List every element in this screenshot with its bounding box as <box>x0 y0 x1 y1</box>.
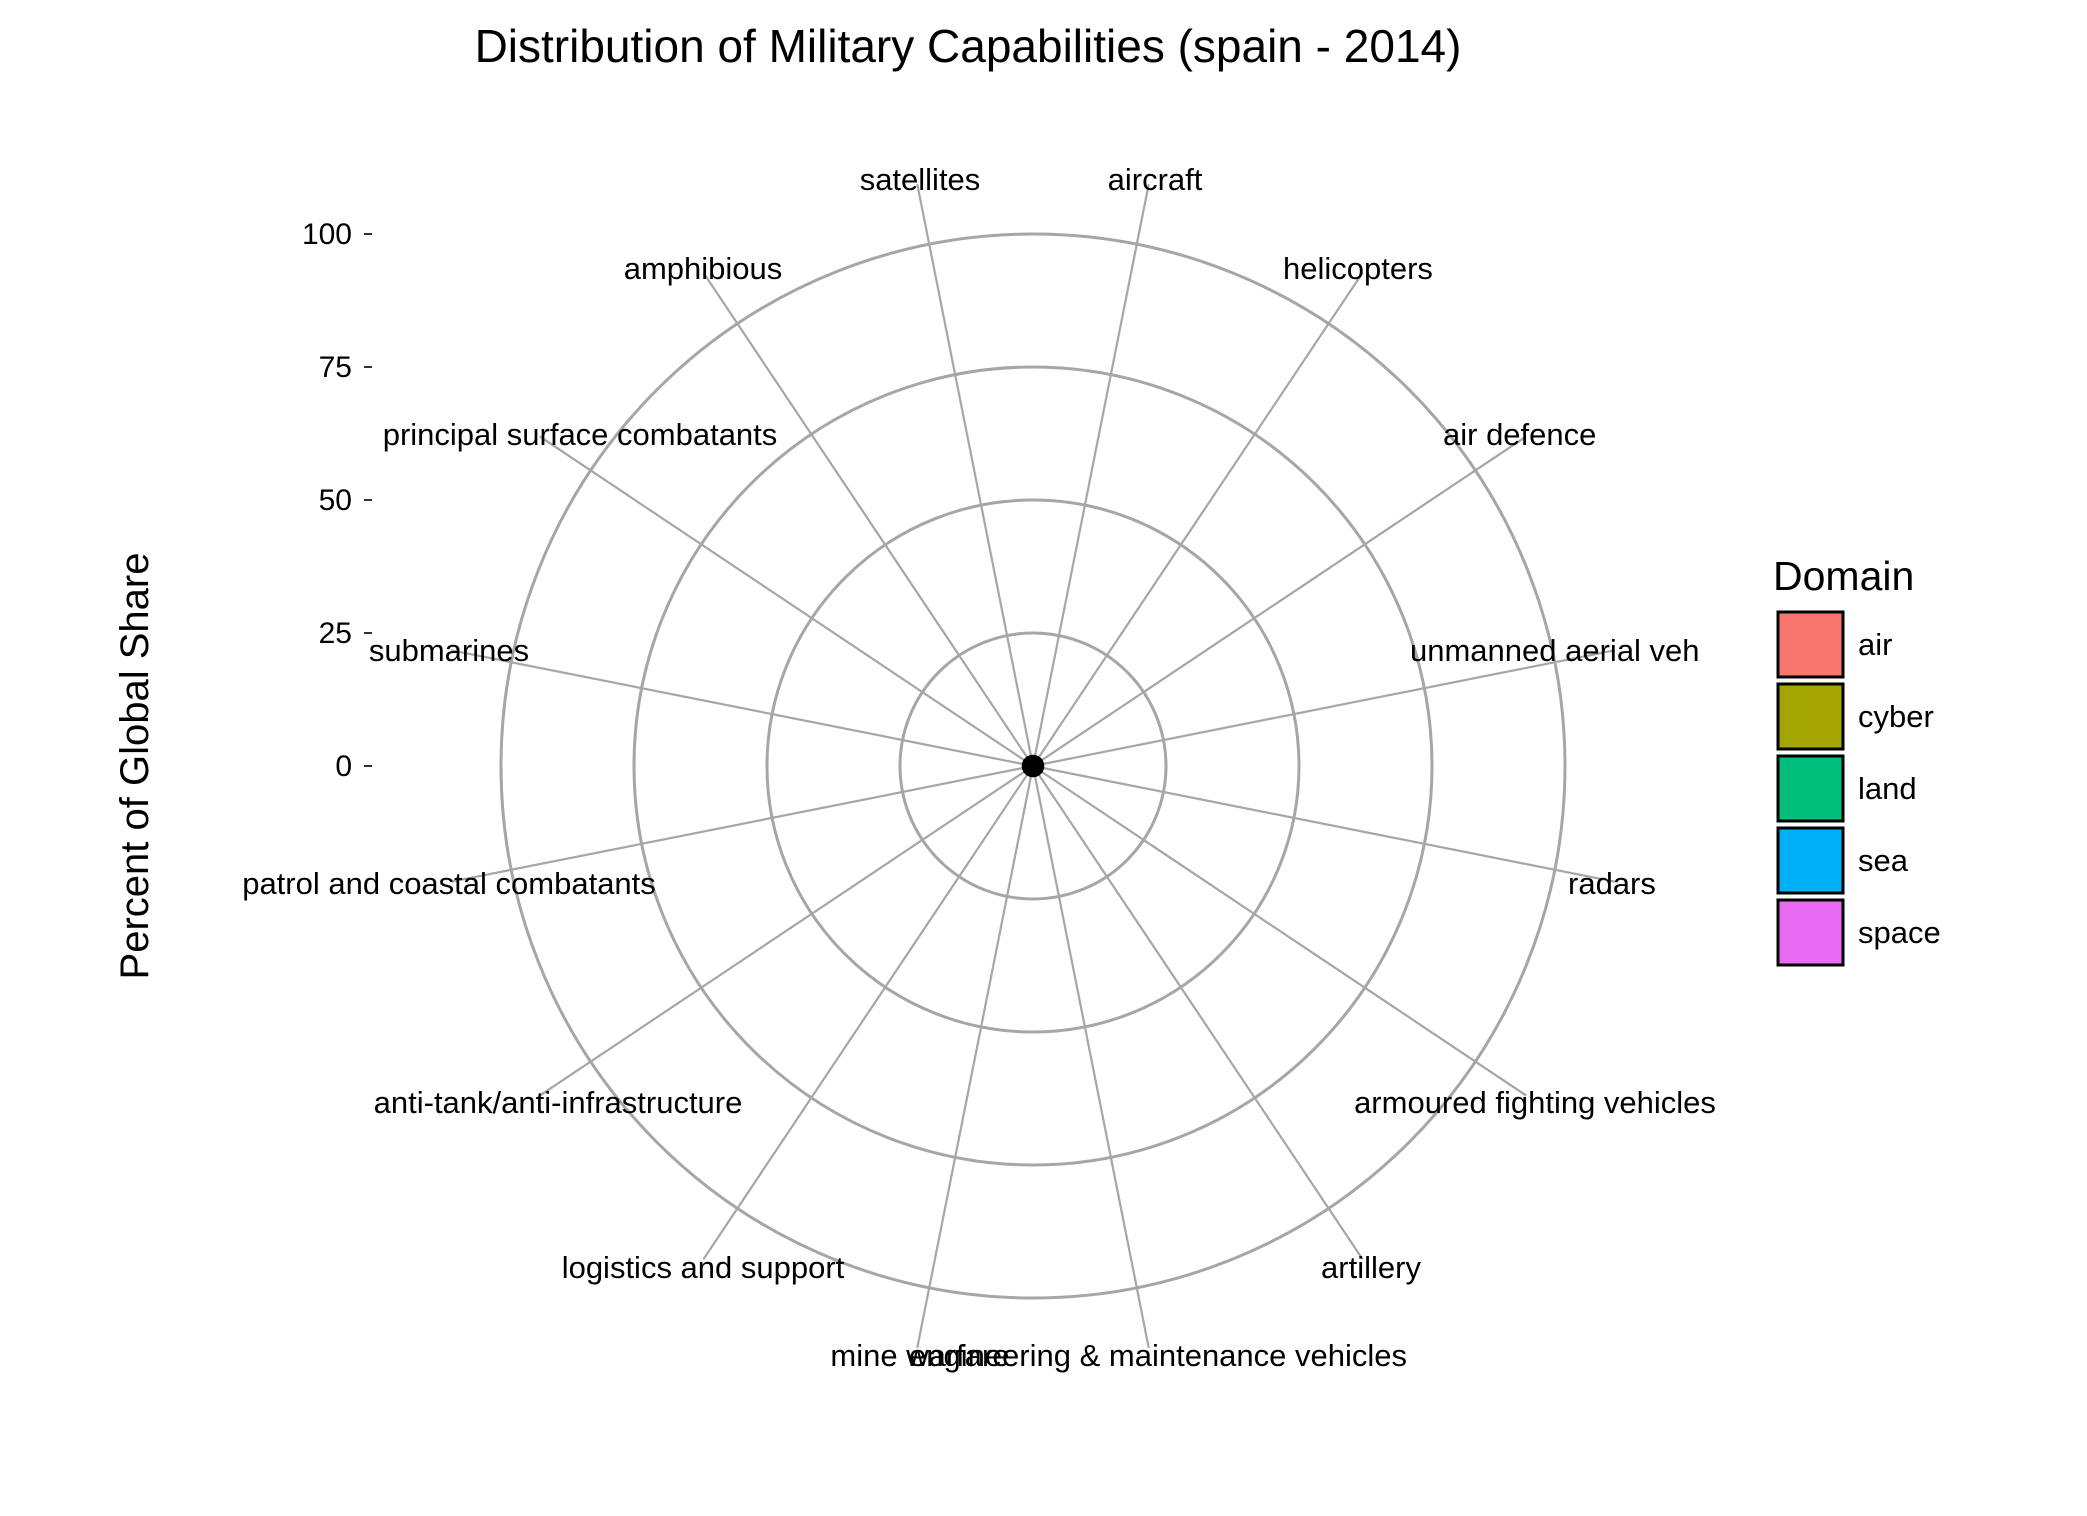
spoke <box>916 184 1035 767</box>
category-label: radars <box>1568 866 1656 901</box>
legend-label-space: space <box>1858 915 1941 950</box>
spoke <box>1031 765 1150 1348</box>
legend-key-space <box>1776 898 1845 967</box>
category-label: satellites <box>860 162 981 197</box>
legend-key-air <box>1776 610 1845 679</box>
spoke <box>539 435 1034 767</box>
polar-grid <box>499 232 1567 1300</box>
spoke <box>1031 184 1150 767</box>
legend-key-land <box>1776 754 1845 823</box>
legend-title: Domain <box>1773 553 1914 599</box>
category-labels: aircraft helicopters air defence unmanned a… <box>242 162 1716 1373</box>
spoke <box>916 765 1035 1348</box>
spoke <box>1032 649 1615 768</box>
legend-label-cyber: cyber <box>1858 699 1934 734</box>
legend: Domain air cyber land sea space <box>1773 553 1941 967</box>
spoke <box>1032 272 1364 767</box>
spoke <box>1032 764 1615 883</box>
category-label: principal surface combatants <box>383 417 778 452</box>
category-spokes <box>451 184 1615 1348</box>
category-label: submarines <box>369 633 529 668</box>
y-tick-label: 0 <box>335 750 352 783</box>
y-tick-label: 50 <box>319 484 352 517</box>
legend-label-air: air <box>1858 627 1892 662</box>
category-label: unmanned aerial veh <box>1410 633 1700 668</box>
spoke <box>702 765 1034 1260</box>
category-label: patrol and coastal combatants <box>242 866 656 901</box>
grid-ring <box>898 631 1168 901</box>
chart-title: Distribution of Military Capabilities (s… <box>475 20 1462 72</box>
grid-ring <box>765 498 1301 1034</box>
spoke <box>451 649 1034 768</box>
legend-key-cyber <box>1776 682 1845 751</box>
category-label: armoured fighting vehicles <box>1354 1085 1716 1120</box>
legend-label-sea: sea <box>1858 843 1909 878</box>
spoke <box>702 272 1034 767</box>
category-label: logistics and support <box>562 1250 845 1285</box>
category-label: aircraft <box>1108 162 1203 197</box>
grid-ring <box>499 232 1567 1300</box>
y-tick-label: 75 <box>319 351 352 384</box>
spoke <box>451 764 1034 883</box>
category-label: artillery <box>1321 1250 1421 1285</box>
spoke <box>1032 765 1527 1097</box>
y-tick-label: 100 <box>302 218 352 251</box>
y-axis-title: Percent of Global Share <box>113 553 157 980</box>
category-label: anti-tank/anti-infrastructure <box>374 1085 743 1120</box>
data-points <box>1021 754 1045 778</box>
category-label: helicopters <box>1283 251 1433 286</box>
category-label: engineering & maintenance vehicles <box>909 1338 1407 1373</box>
category-label: mine warfare <box>830 1338 1009 1373</box>
y-axis: 0 25 50 75 100 <box>302 218 372 783</box>
y-tick-label: 25 <box>319 617 352 650</box>
legend-label-land: land <box>1858 771 1917 806</box>
grid-ring <box>632 365 1434 1167</box>
category-label: air defence <box>1443 417 1596 452</box>
data-point <box>1025 754 1038 767</box>
spoke <box>1032 435 1527 767</box>
spoke <box>539 765 1034 1097</box>
legend-key-sea <box>1776 826 1845 895</box>
spoke <box>1032 765 1364 1260</box>
category-label: amphibious <box>624 251 783 286</box>
